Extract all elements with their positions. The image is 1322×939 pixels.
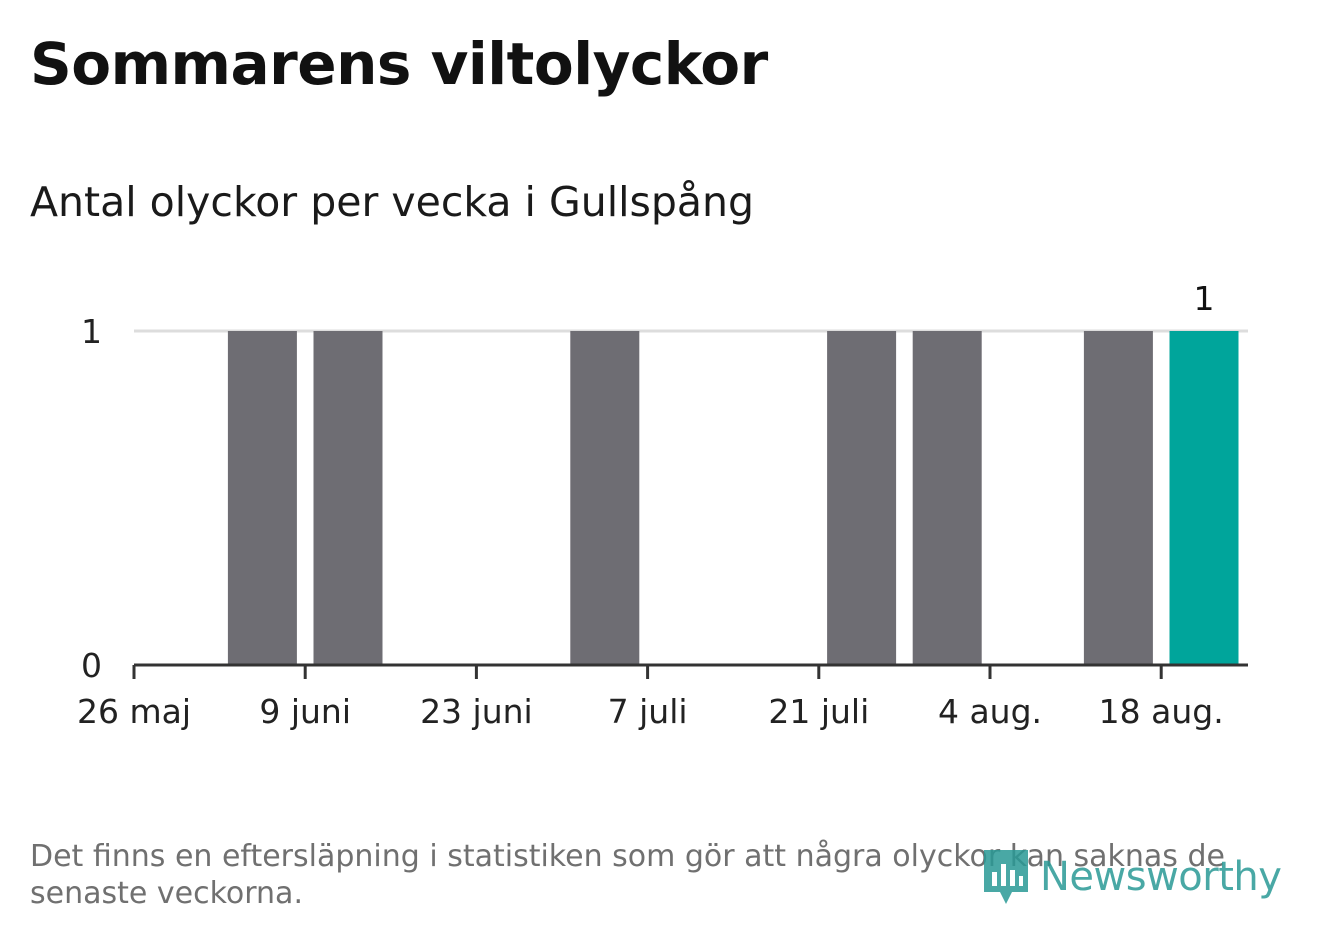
logo-text: Newsworthy — [1040, 854, 1282, 900]
highlight-data-label: 1 — [1194, 279, 1215, 318]
bar-chart: 0 1 1 26 maj 9 juni 23 juni 7 juli 21 juli 4 aug… — [77, 279, 1248, 731]
y-tick-label: 0 — [81, 646, 102, 685]
x-tick-label: 18 aug. — [1099, 692, 1224, 731]
x-tick-label: 4 aug. — [938, 692, 1042, 731]
bar — [1083, 331, 1153, 665]
chart-subtitle: Antal olyckor per vecka i Gullspång — [30, 178, 755, 226]
y-tick-label: 1 — [81, 312, 102, 351]
x-tick-label: 23 juni — [420, 692, 533, 731]
x-tick-label: 21 juli — [768, 692, 869, 731]
newsworthy-logo-icon — [984, 850, 1028, 904]
bar — [227, 331, 297, 665]
x-tick-label: 9 juni — [259, 692, 351, 731]
bar — [313, 331, 383, 665]
bar — [912, 331, 982, 665]
x-tick-label: 7 juli — [608, 692, 688, 731]
highlight-bar — [1169, 331, 1239, 665]
newsworthy-logo: Newsworthy — [980, 842, 1290, 912]
x-tick-label: 26 maj — [77, 692, 191, 731]
chart-title: Sommarens viltolyckor — [30, 30, 768, 98]
bar — [570, 331, 640, 665]
bar — [827, 331, 897, 665]
